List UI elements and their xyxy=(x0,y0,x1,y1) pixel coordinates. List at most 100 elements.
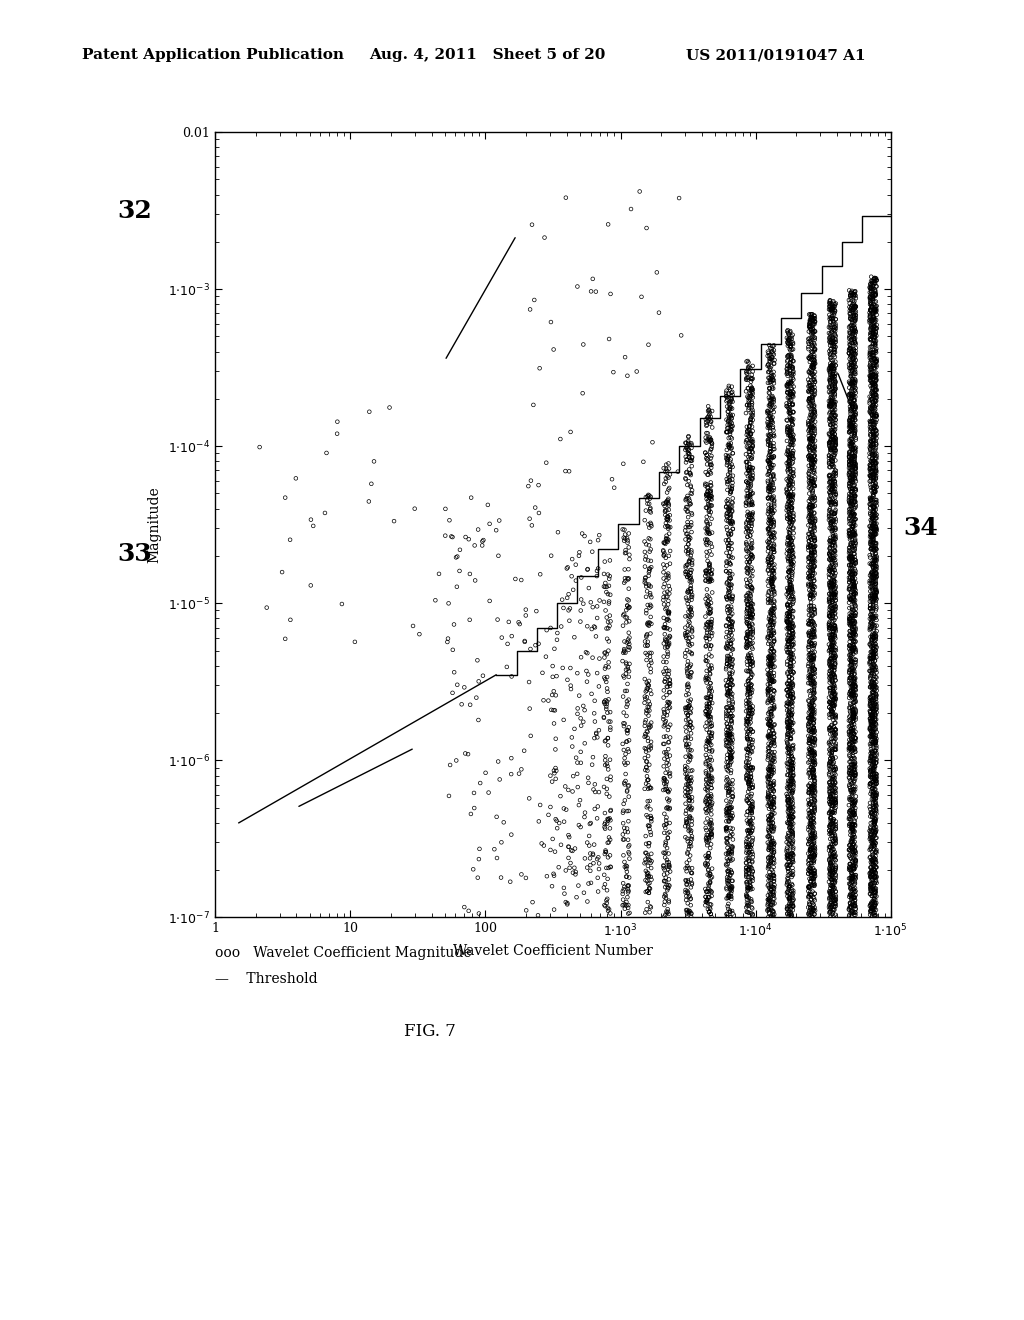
Point xyxy=(703,655,720,676)
Point xyxy=(739,623,756,644)
Point xyxy=(679,756,695,777)
Point xyxy=(864,671,881,692)
Point xyxy=(699,550,716,572)
Point xyxy=(782,490,799,511)
Point xyxy=(846,536,862,557)
Point xyxy=(743,513,760,535)
Point xyxy=(659,581,676,602)
Point xyxy=(782,433,799,454)
Point xyxy=(801,681,817,702)
Point xyxy=(868,866,885,887)
Point xyxy=(782,704,799,725)
Point xyxy=(841,378,857,399)
Point xyxy=(782,775,799,796)
Point xyxy=(700,590,717,611)
Point xyxy=(846,622,862,643)
Point xyxy=(848,851,864,873)
Point xyxy=(844,568,860,589)
Point xyxy=(845,640,861,661)
Point xyxy=(846,425,862,446)
Point xyxy=(762,370,778,391)
Point xyxy=(723,698,739,719)
Point xyxy=(804,458,820,479)
Point xyxy=(822,512,839,533)
Point xyxy=(867,587,884,609)
Point xyxy=(866,479,883,500)
Point xyxy=(743,504,760,525)
Point xyxy=(847,776,863,797)
Point xyxy=(737,495,754,516)
Point xyxy=(461,900,477,921)
Point xyxy=(780,792,797,813)
Point xyxy=(846,319,862,341)
Point xyxy=(847,789,863,810)
Point xyxy=(845,618,861,639)
Point xyxy=(702,759,719,780)
Point xyxy=(761,552,777,573)
Point xyxy=(781,887,798,908)
Point xyxy=(845,576,861,597)
Point xyxy=(864,850,881,871)
Point xyxy=(803,601,819,622)
Point xyxy=(824,876,841,898)
Point xyxy=(580,560,596,581)
Point xyxy=(697,498,714,519)
Point xyxy=(847,345,863,366)
Point xyxy=(573,589,590,610)
Point xyxy=(843,652,859,673)
Point xyxy=(862,594,879,615)
Point xyxy=(783,560,800,581)
Point xyxy=(804,729,820,750)
Point xyxy=(496,812,512,833)
Point xyxy=(678,697,694,718)
Point xyxy=(863,367,880,388)
Point xyxy=(718,820,734,841)
Point xyxy=(724,779,740,800)
Point xyxy=(863,873,880,894)
Point xyxy=(862,648,879,669)
Point xyxy=(802,694,818,715)
Point xyxy=(764,638,780,659)
Point xyxy=(805,671,821,692)
Point xyxy=(724,475,740,496)
Point xyxy=(698,562,715,583)
Point xyxy=(842,458,858,479)
Point xyxy=(827,441,844,462)
Point xyxy=(762,451,778,473)
Point xyxy=(823,863,840,884)
Point xyxy=(680,820,696,841)
Point xyxy=(846,510,862,531)
Point xyxy=(847,549,863,570)
Point xyxy=(760,826,776,847)
Point xyxy=(867,785,884,807)
Point xyxy=(760,451,776,473)
Point xyxy=(863,875,880,896)
Point xyxy=(781,450,798,471)
Point xyxy=(822,359,839,380)
Point xyxy=(742,487,759,508)
Point xyxy=(807,862,823,883)
Point xyxy=(865,591,882,612)
Point xyxy=(738,611,755,632)
Point xyxy=(454,694,470,715)
Point xyxy=(784,620,801,642)
Point xyxy=(868,783,885,804)
Point xyxy=(801,861,817,882)
Point xyxy=(521,672,538,693)
Point xyxy=(864,742,881,763)
Point xyxy=(780,833,797,854)
Point xyxy=(698,486,715,507)
Point xyxy=(743,841,760,862)
Point xyxy=(765,466,781,487)
Point xyxy=(660,717,677,738)
Point xyxy=(825,446,842,467)
Point xyxy=(824,640,841,661)
Point xyxy=(738,862,755,883)
Point xyxy=(846,305,862,326)
Point xyxy=(864,516,881,537)
Point xyxy=(740,774,757,795)
Point xyxy=(738,859,755,880)
Point xyxy=(742,475,759,496)
Point xyxy=(802,495,818,516)
Point xyxy=(763,496,779,517)
